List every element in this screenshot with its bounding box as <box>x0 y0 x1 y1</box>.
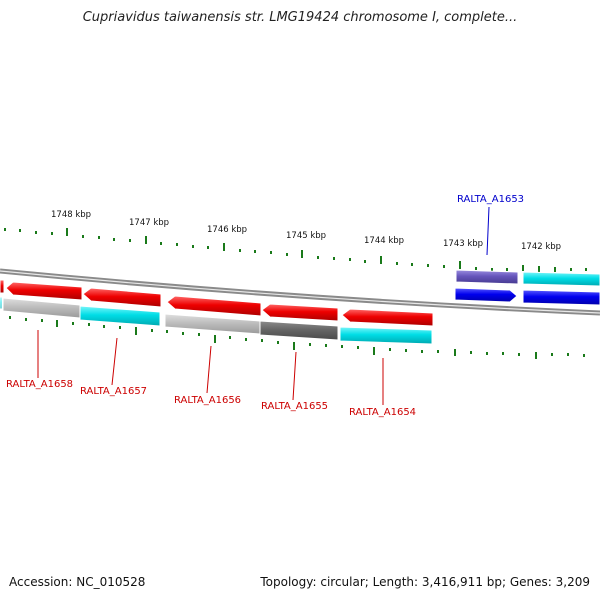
gene-arrow-red-1656[interactable] <box>166 295 262 317</box>
gene-label-leaders <box>37 206 490 405</box>
gene-arrow-blue-1653[interactable] <box>454 287 518 303</box>
scale-label-1742: 1742 kbp <box>521 242 561 252</box>
leader-1653 <box>486 206 490 256</box>
scale-label-1745: 1745 kbp <box>286 231 326 241</box>
gene-arrow-blue-right[interactable] <box>522 289 600 306</box>
gene-feature-cyan-edge[interactable] <box>0 296 3 310</box>
gene-feature-cyan-1657[interactable] <box>79 305 161 327</box>
gene-label-1654[interactable]: RALTA_A1654 <box>349 407 416 418</box>
gene-feature-purple-1653[interactable] <box>455 269 519 285</box>
leader-1655 <box>292 351 297 401</box>
scale-label-1744: 1744 kbp <box>364 236 404 246</box>
gene-arrow-red-1658[interactable] <box>5 281 83 301</box>
gene-arrow-red-1654[interactable] <box>341 308 434 327</box>
accession-label: Accession: NC_010528 <box>9 575 146 589</box>
gene-feature-cyan-forward[interactable] <box>522 271 600 287</box>
gene-label-1655[interactable]: RALTA_A1655 <box>261 401 328 412</box>
gene-label-1656[interactable]: RALTA_A1656 <box>174 395 241 406</box>
scale-label-1747: 1747 kbp <box>129 218 169 228</box>
genome-summary: Topology: circular; Length: 3,416,911 bp… <box>260 575 590 589</box>
scale-label-1746: 1746 kbp <box>207 225 247 235</box>
lower-track-genes <box>0 296 433 345</box>
gene-arrow-red-edge[interactable] <box>0 279 5 294</box>
leader-1656 <box>206 345 212 394</box>
gene-feature-darkgray-1655[interactable] <box>259 320 339 341</box>
gene-feature-gray-1658[interactable] <box>2 297 81 319</box>
leader-1657 <box>111 337 118 386</box>
gene-arrow-red-1655[interactable] <box>261 303 339 322</box>
scale-label-1743: 1743 kbp <box>443 239 483 249</box>
gene-feature-gray-1656[interactable] <box>164 313 261 335</box>
reverse-strand-genes <box>0 279 600 327</box>
gene-label-1658[interactable]: RALTA_A1658 <box>6 379 73 390</box>
outer-tick-marks <box>4 228 587 272</box>
gene-feature-cyan-1654[interactable] <box>339 326 433 345</box>
inner-tick-marks <box>9 316 585 359</box>
gene-arrow-red-1657[interactable] <box>82 287 162 308</box>
chromosome-backbone-highlight <box>0 270 600 314</box>
gene-label-1657[interactable]: RALTA_A1657 <box>80 386 147 397</box>
gene-label-1653[interactable]: RALTA_A1653 <box>457 194 524 205</box>
map-title: Cupriavidus taiwanensis str. LMG19424 ch… <box>82 10 518 25</box>
scale-label-1748: 1748 kbp <box>51 210 91 220</box>
forward-strand-genes <box>455 269 600 287</box>
